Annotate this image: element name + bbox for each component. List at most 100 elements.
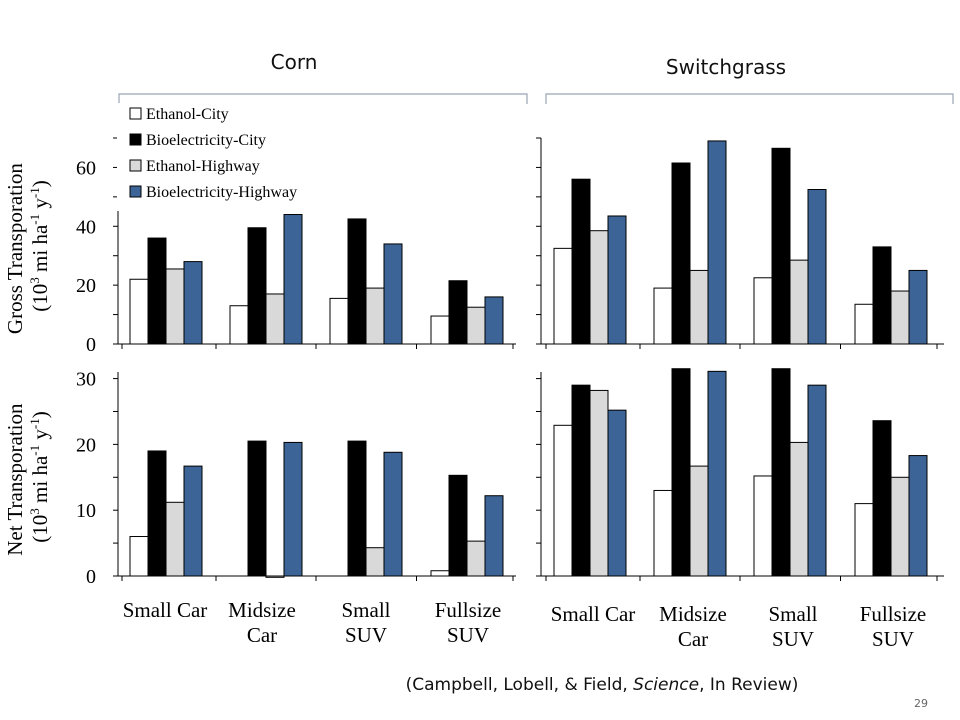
bar-fullsize-suv-bioelectricity-highway	[484, 296, 504, 345]
bar-fullsize-suv-bioelectricity-highway	[484, 495, 504, 577]
bar-small-suv-bioelectricity-highway	[383, 451, 403, 577]
panel-switchgrass-gross-transporation	[536, 137, 944, 349]
bar-fullsize-suv-bioelectricity-highway	[908, 269, 928, 345]
legend-label-ethanol-highway: Ethanol-Highway	[146, 158, 260, 175]
bar-small-car-ethanol-highway	[165, 501, 185, 577]
bar-small-car-bioelectricity-highway	[607, 409, 627, 577]
category-label-switchgrass-1-line1: Small Car	[551, 602, 636, 626]
bar-midsize-car-bioelectricity-highway	[283, 441, 303, 577]
legend-swatch-bioelectricity-highway	[129, 185, 142, 198]
category-label-corn-2-line2: Car	[247, 623, 277, 647]
category-label-corn-4-line1: Fullsize	[435, 598, 502, 622]
bar-fullsize-suv-ethanol-city	[430, 315, 450, 345]
bar-small-suv-ethanol-highway	[365, 547, 385, 577]
bar-fullsize-suv-ethanol-highway	[890, 290, 910, 345]
y-axis-title-net-line1: Net Transporation	[3, 403, 27, 556]
y-tick-label: 20	[76, 275, 96, 297]
bar-fullsize-suv-ethanol-city	[854, 303, 874, 345]
legend: Ethanol-City Bioelectricity-City Ethanol-H…	[117, 103, 335, 211]
bar-midsize-car-ethanol-city	[653, 287, 673, 345]
bar-small-suv-ethanol-highway	[365, 287, 385, 345]
bar-small-suv-ethanol-city	[753, 475, 773, 577]
category-label-switchgrass-2-line2: Car	[678, 627, 708, 651]
bar-small-suv-bioelectricity-highway	[807, 189, 827, 345]
bar-small-car-bioelectricity-city	[147, 237, 167, 345]
bar-small-car-bioelectricity-highway	[183, 465, 203, 577]
chart-panels: 0 20 40 60 0 10 20 30	[76, 137, 944, 588]
category-label-corn-4-line2: SUV	[447, 623, 489, 647]
panel-switchgrass-net-transporation	[536, 368, 944, 581]
bar-small-car-ethanol-highway	[589, 389, 609, 577]
bar-midsize-car-bioelectricity-city	[247, 227, 267, 345]
bar-small-suv-ethanol-city	[753, 277, 773, 345]
bar-small-suv-bioelectricity-city	[771, 368, 791, 577]
bar-small-car-bioelectricity-highway	[183, 261, 203, 345]
bar-small-car-bioelectricity-city	[571, 178, 591, 345]
bar-small-car-bioelectricity-highway	[607, 215, 627, 345]
page-number: 29	[914, 697, 928, 710]
category-label-corn-3-line2: SUV	[345, 623, 387, 647]
bar-fullsize-suv-ethanol-city	[430, 570, 450, 577]
y-tick-label: 40	[76, 216, 96, 238]
bar-midsize-car-bioelectricity-city	[247, 440, 267, 577]
category-label-corn-2-line1: Midsize	[228, 598, 296, 622]
bar-fullsize-suv-ethanol-city	[854, 503, 874, 577]
y-tick-label: 20	[76, 434, 96, 456]
bar-fullsize-suv-ethanol-highway	[466, 540, 486, 577]
y-axis-title-gross-line1: Gross Transporation	[3, 163, 27, 334]
y-tick-label: 30	[76, 369, 96, 391]
bar-small-car-ethanol-city	[129, 536, 149, 577]
bar-fullsize-suv-bioelectricity-city	[448, 280, 468, 345]
bar-fullsize-suv-bioelectricity-city	[448, 474, 468, 577]
bar-small-suv-bioelectricity-highway	[807, 384, 827, 577]
bar-fullsize-suv-bioelectricity-highway	[908, 455, 928, 577]
bar-small-suv-bioelectricity-city	[347, 440, 367, 577]
y-tick-label: 0	[86, 566, 96, 588]
category-labels: Small Car MidsizeCarSmallSUVFullsizeSUVSm…	[123, 598, 927, 651]
y-tick-label: 0	[86, 334, 96, 356]
y-axis-title-net: Net Transporation (103 mi ha-1 y-1)	[3, 398, 52, 556]
bar-midsize-car-bioelectricity-highway	[707, 370, 727, 577]
bar-midsize-car-ethanol-highway	[689, 465, 709, 577]
bracket-switchgrass	[545, 93, 954, 104]
citation: (Campbell, Lobell, & Field, Science, In …	[406, 675, 799, 695]
y-axis-title-gross-line2: (103 mi ha-1 y-1)	[27, 180, 52, 311]
bar-fullsize-suv-ethanol-highway	[466, 306, 486, 345]
category-label-switchgrass-3-line2: SUV	[772, 627, 814, 651]
bar-midsize-car-ethanol-highway	[265, 293, 285, 345]
legend-swatch-ethanol-highway	[129, 159, 142, 172]
legend-background	[117, 103, 335, 211]
category-label-switchgrass-4-line1: Fullsize	[860, 602, 927, 626]
category-label-corn-1-line1: Small Car	[123, 598, 208, 622]
bar-midsize-car-ethanol-city	[229, 305, 249, 345]
legend-label-ethanol-city: Ethanol-City	[146, 106, 229, 123]
bar-fullsize-suv-bioelectricity-city	[872, 246, 892, 345]
bar-midsize-car-bioelectricity-highway	[707, 140, 727, 345]
panel-corn-net-transporation: 0 10 20 30	[76, 369, 516, 588]
bar-small-suv-bioelectricity-highway	[383, 243, 403, 345]
legend-label-bioelectricity-city: Bioelectricity-City	[146, 132, 266, 149]
bar-small-car-ethanol-city	[553, 424, 573, 577]
category-label-switchgrass-3-line1: Small	[768, 602, 817, 626]
bar-small-suv-bioelectricity-city	[347, 218, 367, 345]
legend-label-bioelectricity-highway: Bioelectricity-Highway	[146, 184, 297, 201]
bar-small-car-bioelectricity-city	[147, 450, 167, 577]
bracket-corn	[118, 93, 528, 104]
bar-fullsize-suv-ethanol-highway	[890, 476, 910, 577]
y-tick-label: 10	[76, 500, 96, 522]
bar-small-car-ethanol-highway	[165, 268, 185, 345]
category-label-switchgrass-4-line2: SUV	[872, 627, 914, 651]
bar-midsize-car-bioelectricity-city	[671, 368, 691, 577]
bar-small-suv-ethanol-highway	[789, 259, 809, 345]
bar-small-car-ethanol-highway	[589, 230, 609, 345]
bar-midsize-car-ethanol-highway	[265, 575, 285, 578]
bar-small-car-ethanol-city	[553, 247, 573, 345]
legend-swatch-bioelectricity-city	[129, 133, 142, 146]
panel-corn-gross-transporation: 0 20 40 60	[76, 137, 516, 356]
legend-swatch-ethanol-city	[129, 107, 142, 120]
y-axis-title-net-line2: (103 mi ha-1 y-1)	[27, 411, 52, 542]
bar-small-car-bioelectricity-city	[571, 384, 591, 577]
bar-midsize-car-bioelectricity-city	[671, 162, 691, 345]
category-label-switchgrass-2-line1: Midsize	[659, 602, 727, 626]
